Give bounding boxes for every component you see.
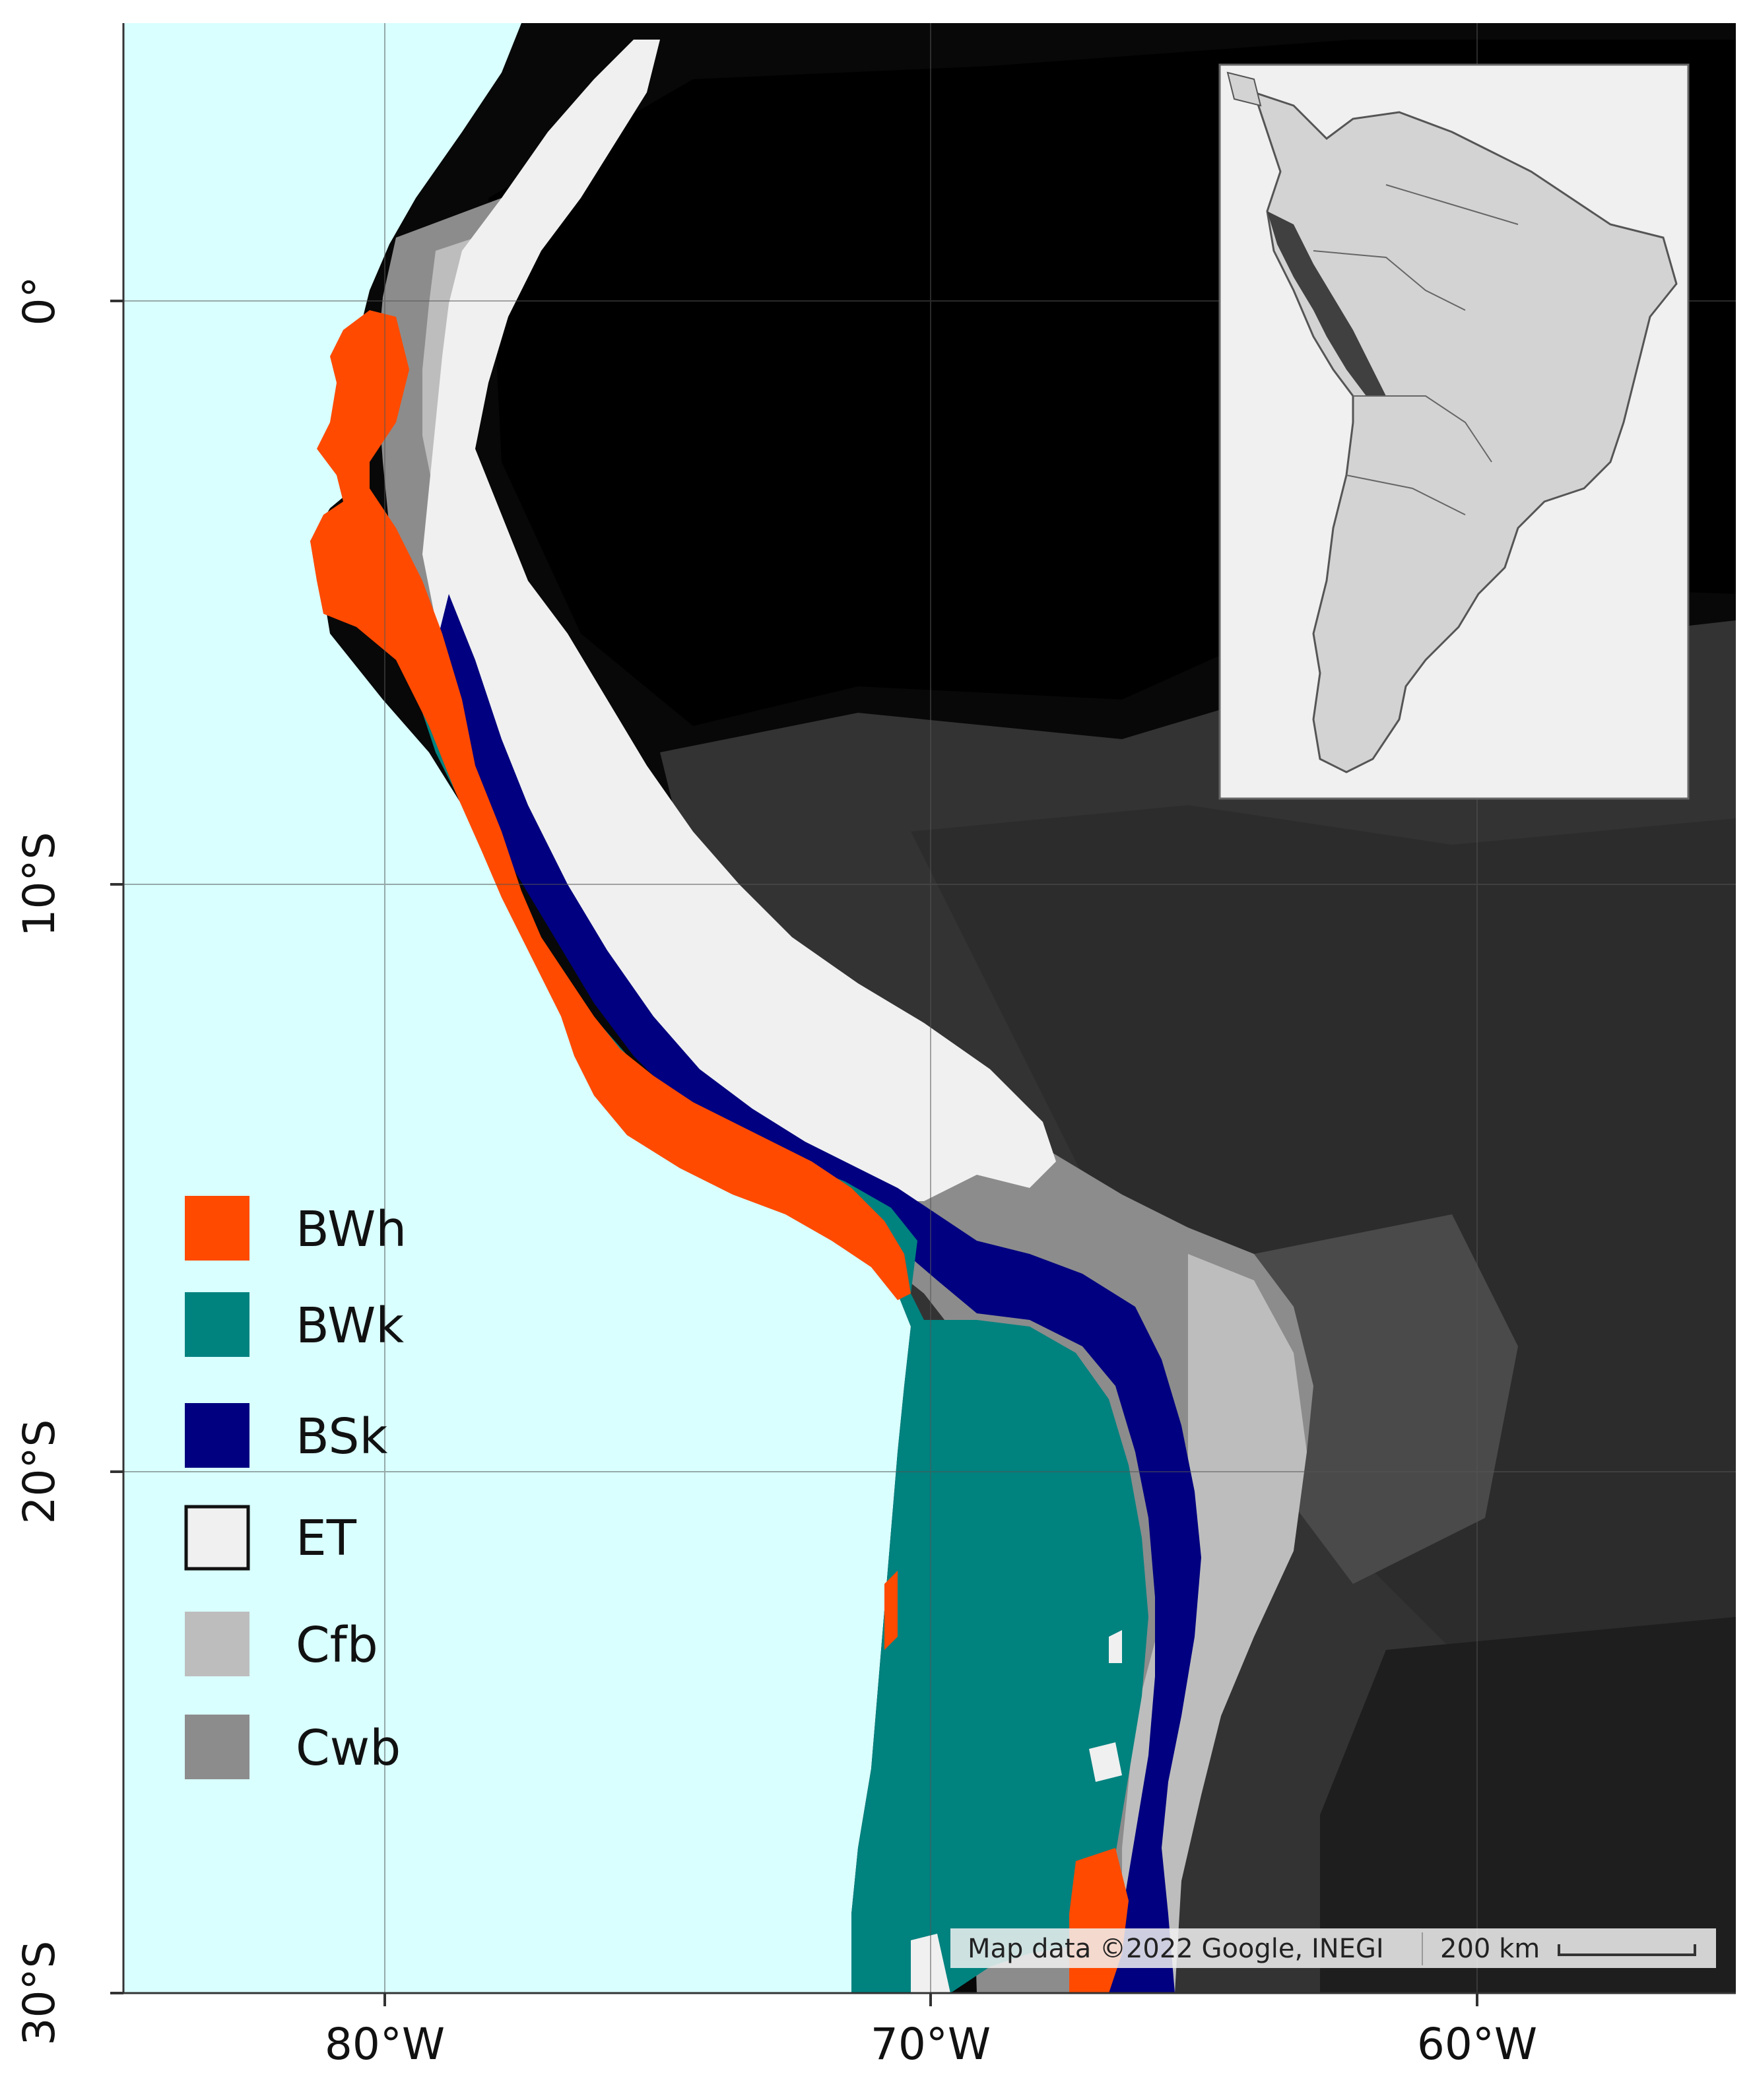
study-area-highlight [1267, 211, 1386, 396]
bwk-zone [422, 660, 1148, 1993]
attribution-background [950, 1928, 1716, 1968]
south-america-outline [1252, 90, 1678, 773]
map-attribution[interactable]: Map data ©2022 Google, INEGI 200 km [950, 1928, 1716, 1968]
bsk-zone [436, 594, 1201, 1993]
legend-label-cwb: Cwb [296, 1720, 401, 1777]
legend-label-bsk: BSk [296, 1408, 387, 1465]
interior-region [1320, 1617, 1736, 1993]
cfb-zone [1122, 1254, 1307, 1993]
attribution-text[interactable]: Map data ©2022 Google, INEGI [968, 1934, 1384, 1964]
pacific-ocean [123, 23, 911, 1993]
x-tick-label-80w: 80°W [325, 2019, 445, 2070]
bwh-zone [884, 1571, 898, 1650]
bwh-zone [310, 310, 911, 1300]
et-patch [911, 1630, 1122, 1993]
legend-swatch-et [184, 1505, 250, 1571]
central-america-outline [1226, 71, 1262, 107]
axis-ticks [110, 300, 1478, 2006]
legend-swatch-bsk [185, 1403, 249, 1468]
legend-label-cfb: Cfb [296, 1617, 378, 1674]
legend-swatch-bwh [185, 1196, 249, 1261]
inset-borders [1313, 184, 1519, 515]
legend-swatch-bwk [185, 1292, 249, 1357]
inset-map [1218, 63, 1690, 800]
legend-label-bwh: BWh [296, 1201, 407, 1258]
x-tick-label-60w: 60°W [1417, 2019, 1537, 2070]
legend-swatch-cfb [185, 1612, 249, 1676]
legend-label-bwk: BWk [296, 1297, 404, 1354]
x-tick-label-70w: 70°W [871, 2019, 991, 2070]
y-tick-label-0: 0° [14, 277, 65, 326]
scale-bar [1558, 1944, 1696, 1956]
y-tick-label-20s: 20°S [14, 1420, 65, 1525]
legend-swatch-cwb [185, 1715, 249, 1779]
legend: BWh BWk BSk ET Cfb Cwb [184, 1196, 407, 1779]
scale-label: 200 km [1440, 1934, 1540, 1964]
interior-region [911, 805, 1736, 1650]
legend-label-et: ET [296, 1510, 357, 1567]
interior-region [1254, 1214, 1518, 1584]
y-tick-label-30s: 30°S [14, 1941, 65, 2046]
y-tick-label-10s: 10°S [14, 832, 65, 937]
